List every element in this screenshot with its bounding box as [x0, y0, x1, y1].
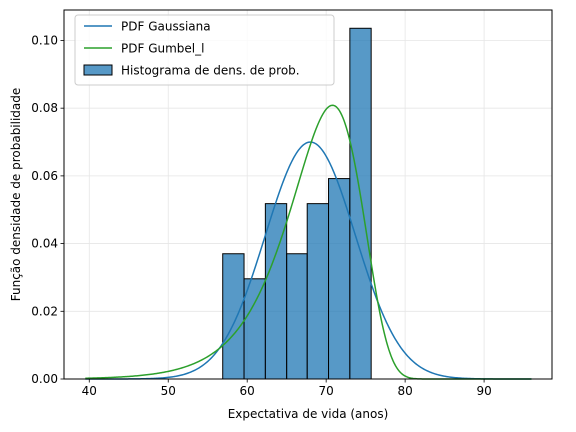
x-axis-ticks: 40 50 60 70 80 90	[82, 379, 492, 398]
legend-entry-label: Histograma de dens. de prob.	[121, 64, 300, 78]
histogram-bar	[306, 203, 330, 380]
y-tick-label: 0.02	[31, 304, 58, 318]
histogram-bar	[243, 278, 266, 380]
plot-area-frame	[63, 9, 553, 380]
y-tick-label: 0.10	[31, 33, 58, 47]
x-tick-label: 80	[397, 384, 412, 398]
y-axis-label: Função densidade de probabilidade	[9, 88, 23, 302]
histogram-bar	[349, 27, 372, 380]
histogram-bar	[222, 253, 245, 380]
x-tick-label: 40	[82, 384, 97, 398]
legend-box	[74, 14, 335, 86]
histogram-bar	[286, 253, 308, 380]
legend-entry-label: PDF Gaussiana	[121, 20, 211, 34]
y-tick-label: 0.04	[31, 237, 58, 251]
legend-entry-label: PDF Gumbel_l	[121, 42, 204, 56]
x-tick-label: 90	[476, 384, 491, 398]
y-tick-label: 0.06	[31, 169, 58, 183]
legend-patch-swatch	[83, 64, 113, 76]
y-axis-ticks: 0.00 0.02 0.04 0.06 0.08 0.10	[31, 33, 64, 386]
x-tick-label: 50	[161, 384, 176, 398]
x-tick-label: 60	[240, 384, 255, 398]
legend: PDF Gaussiana PDF Gumbel_l Histograma de d…	[74, 14, 335, 86]
histogram-bars	[222, 27, 372, 380]
x-tick-label: 70	[319, 384, 334, 398]
y-tick-label: 0.00	[31, 372, 58, 386]
pdf-line	[85, 141, 532, 380]
y-tick-label: 0.08	[31, 101, 58, 115]
x-axis-label: Expectativa de vida (anos)	[228, 407, 389, 421]
